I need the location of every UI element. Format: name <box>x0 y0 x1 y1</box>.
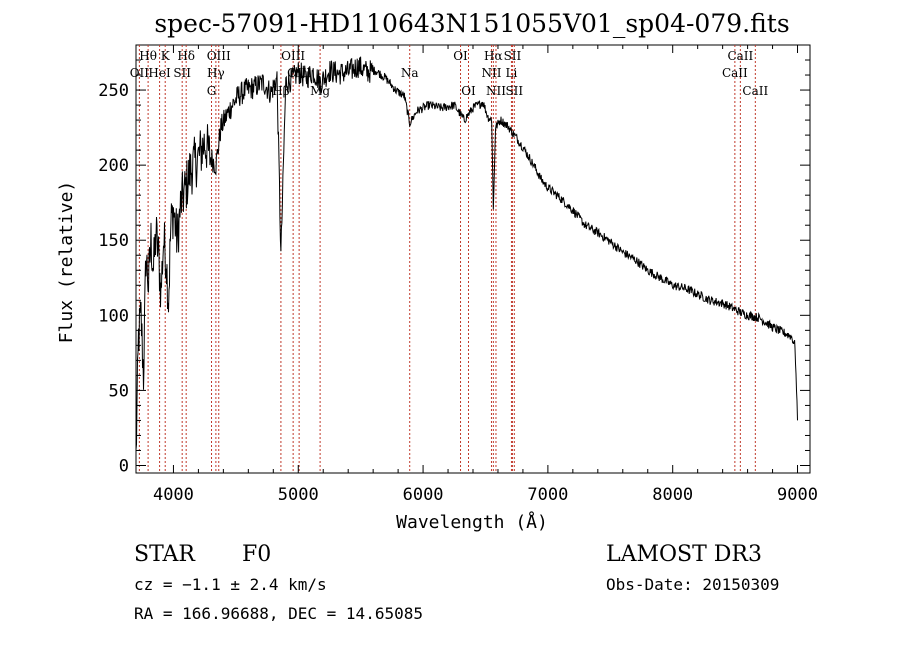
spectral-line-label: OII <box>130 66 150 80</box>
y-tick-label: 200 <box>98 156 129 176</box>
spectral-line-label: Hθ <box>139 49 157 63</box>
spectral-line-label: CaII <box>742 84 768 98</box>
y-axis-ticks: 0 50 100 150 200 250 <box>98 59 810 476</box>
x-tick-label: 6000 <box>403 485 444 505</box>
survey-name: LAMOST DR3 <box>606 542 762 567</box>
coordinates: RA = 166.96688, DEC = 14.65085 <box>134 604 423 623</box>
y-tick-label: 50 <box>109 381 129 401</box>
redshift-text: cz = −1.1 ± 2.4 km/s <box>134 575 327 594</box>
spectral-line-label: NII <box>486 84 506 98</box>
spectral-line-label: OI <box>461 84 476 98</box>
spectral-line-label: G <box>207 84 217 98</box>
y-axis-label: Flux (relative) <box>56 181 77 344</box>
spectral-line-label: SII <box>173 66 191 80</box>
spectral-line-label: CaII <box>727 49 753 63</box>
spectral-line-label: Na <box>401 66 419 80</box>
spectral-line-label: Hα <box>484 49 503 63</box>
x-tick-label: 8000 <box>652 485 693 505</box>
spectral-line-label: K <box>161 49 171 63</box>
spectral-line-markers <box>138 45 756 473</box>
object-class: STAR <box>134 542 196 567</box>
x-axis-label: Wavelength (Å) <box>396 511 548 533</box>
spectral-line-label: OIII <box>207 49 231 63</box>
x-tick-label: 9000 <box>777 485 818 505</box>
spectral-line-label: Hδ <box>177 49 195 63</box>
spectral-line-label: HeI <box>148 66 171 80</box>
y-tick-label: 150 <box>98 231 129 251</box>
spectral-line-label: OIII <box>281 49 305 63</box>
spectral-line-label: SII <box>504 49 522 63</box>
spectral-line-label: Hγ <box>207 66 225 80</box>
spectrum-line <box>135 56 798 450</box>
x-tick-label: 4000 <box>153 485 194 505</box>
spectral-line-label: CaII <box>722 66 748 80</box>
y-tick-label: 250 <box>98 81 129 101</box>
spectral-line-label: Mg <box>310 84 330 98</box>
spectral-line-label: Li <box>506 66 518 80</box>
spectral-line-label: SII <box>505 84 523 98</box>
x-axis-ticks: 4000 5000 6000 7000 8000 9000 <box>153 45 818 505</box>
x-tick-label: 5000 <box>278 485 319 505</box>
spectral-line-label: NII <box>481 66 501 80</box>
y-tick-label: 100 <box>98 306 129 326</box>
y-tick-label: 0 <box>119 456 129 476</box>
x-tick-label: 7000 <box>527 485 568 505</box>
chart-title: spec-57091-HD110643N151055V01_sp04-079.f… <box>154 9 789 38</box>
spectral-line-label: OI <box>453 49 468 63</box>
object-subclass: F0 <box>242 542 271 567</box>
obs-date: Obs-Date: 20150309 <box>606 575 779 594</box>
